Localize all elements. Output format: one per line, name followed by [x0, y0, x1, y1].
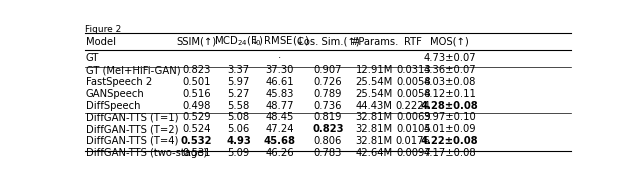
Text: 42.64M: 42.64M [356, 148, 393, 158]
Text: 4.03±0.08: 4.03±0.08 [423, 77, 476, 87]
Text: 0.806: 0.806 [314, 136, 342, 146]
Text: 0.532: 0.532 [181, 136, 212, 146]
Text: 0.789: 0.789 [314, 89, 342, 99]
Text: 46.26: 46.26 [266, 148, 294, 158]
Text: DiffGAN-TTS (two-stage): DiffGAN-TTS (two-stage) [86, 148, 207, 158]
Text: DiffGAN-TTS (T=2): DiffGAN-TTS (T=2) [86, 124, 179, 134]
Text: 32.81M: 32.81M [356, 124, 393, 134]
Text: DiffSpeech: DiffSpeech [86, 101, 140, 110]
Text: 0.0105: 0.0105 [396, 124, 431, 134]
Text: 37.30: 37.30 [266, 65, 294, 75]
Text: MCD$_{24}$(↓): MCD$_{24}$(↓) [214, 35, 264, 48]
Text: 47.24: 47.24 [266, 124, 294, 134]
Text: 0.819: 0.819 [314, 112, 342, 122]
Text: 0.0313: 0.0313 [396, 65, 431, 75]
Text: MOS(↑): MOS(↑) [430, 37, 469, 47]
Text: 45.68: 45.68 [264, 136, 296, 146]
Text: 0.516: 0.516 [182, 89, 211, 99]
Text: 0.0058: 0.0058 [396, 89, 431, 99]
Text: 0.498: 0.498 [182, 101, 211, 110]
Text: 32.81M: 32.81M [356, 136, 393, 146]
Text: GT: GT [86, 53, 99, 63]
Text: ·: · [278, 53, 282, 63]
Text: 0.823: 0.823 [312, 124, 344, 134]
Text: 4.73±0.07: 4.73±0.07 [423, 53, 476, 63]
Text: 48.77: 48.77 [266, 101, 294, 110]
Text: 0.0058: 0.0058 [396, 77, 431, 87]
Text: 0.524: 0.524 [182, 124, 211, 134]
Text: 0.529: 0.529 [182, 112, 211, 122]
Text: 4.12±0.11: 4.12±0.11 [423, 89, 476, 99]
Text: 4.17±0.08: 4.17±0.08 [423, 148, 476, 158]
Text: 0.0176: 0.0176 [396, 136, 431, 146]
Text: 4.28±0.08: 4.28±0.08 [420, 101, 478, 110]
Text: 25.54M: 25.54M [355, 77, 393, 87]
Text: 0.2224: 0.2224 [396, 101, 431, 110]
Text: 3.37: 3.37 [228, 65, 250, 75]
Text: 0.823: 0.823 [182, 65, 211, 75]
Text: DiffGAN-TTS (T=1): DiffGAN-TTS (T=1) [86, 112, 179, 122]
Text: GANSpeech: GANSpeech [86, 89, 145, 99]
Text: GT (Mel+HiFi-GAN): GT (Mel+HiFi-GAN) [86, 65, 180, 75]
Text: #Params.: #Params. [350, 37, 398, 47]
Text: 12.91M: 12.91M [355, 65, 393, 75]
Text: 0.907: 0.907 [314, 65, 342, 75]
Text: 0.783: 0.783 [314, 148, 342, 158]
Text: F$_0$ RMSE(↓): F$_0$ RMSE(↓) [250, 35, 310, 48]
Text: 4.93: 4.93 [227, 136, 251, 146]
Text: 4.01±0.09: 4.01±0.09 [423, 124, 476, 134]
Text: 0.501: 0.501 [182, 77, 211, 87]
Text: 0.736: 0.736 [314, 101, 342, 110]
Text: 0.726: 0.726 [314, 77, 342, 87]
Text: 0.531: 0.531 [182, 148, 211, 158]
Text: 4.36±0.07: 4.36±0.07 [423, 65, 476, 75]
Text: 5.08: 5.08 [228, 112, 250, 122]
Text: Cos. Sim.(↑): Cos. Sim.(↑) [297, 37, 359, 47]
Text: 44.43M: 44.43M [356, 101, 392, 110]
Text: SSIM(↑): SSIM(↑) [177, 37, 216, 47]
Text: 0.0069: 0.0069 [396, 112, 431, 122]
Text: 3.97±0.10: 3.97±0.10 [423, 112, 476, 122]
Text: 0.0097: 0.0097 [396, 148, 431, 158]
Text: FastSpeech 2: FastSpeech 2 [86, 77, 152, 87]
Text: 5.58: 5.58 [228, 101, 250, 110]
Text: 5.97: 5.97 [228, 77, 250, 87]
Text: 25.54M: 25.54M [355, 89, 393, 99]
Text: 46.61: 46.61 [266, 77, 294, 87]
Text: 4.22±0.08: 4.22±0.08 [420, 136, 478, 146]
Text: Figure 2: Figure 2 [85, 25, 121, 34]
Text: 5.09: 5.09 [228, 148, 250, 158]
Text: 32.81M: 32.81M [356, 112, 393, 122]
Text: 5.06: 5.06 [228, 124, 250, 134]
Text: Model: Model [86, 37, 116, 47]
Text: 45.83: 45.83 [266, 89, 294, 99]
Text: 5.27: 5.27 [228, 89, 250, 99]
Text: 48.45: 48.45 [266, 112, 294, 122]
Text: RTF: RTF [404, 37, 422, 47]
Text: DiffGAN-TTS (T=4): DiffGAN-TTS (T=4) [86, 136, 179, 146]
